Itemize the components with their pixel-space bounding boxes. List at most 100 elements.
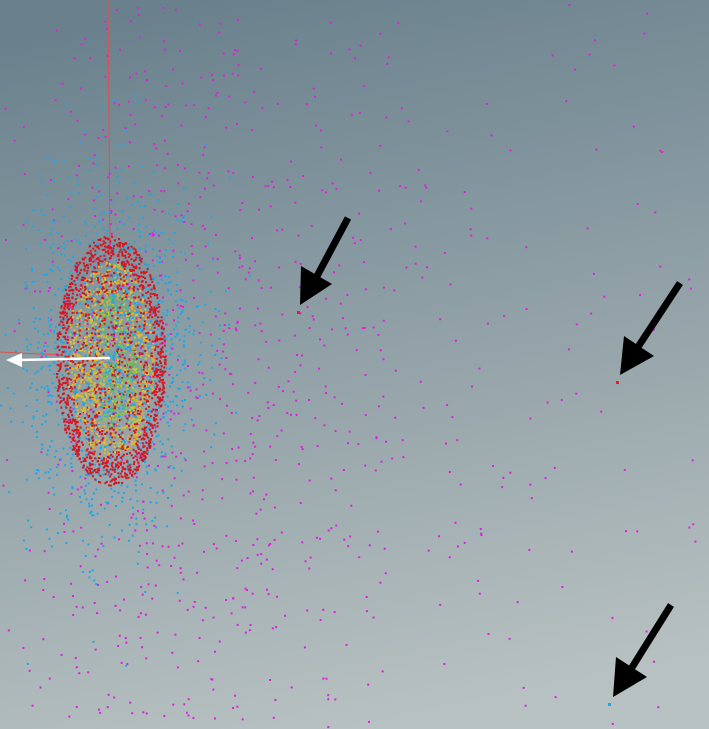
point xyxy=(123,282,126,285)
point xyxy=(136,375,138,378)
point xyxy=(151,387,154,390)
point xyxy=(76,294,79,297)
point xyxy=(142,276,145,278)
point xyxy=(124,260,127,263)
point xyxy=(155,526,158,529)
point xyxy=(108,336,111,339)
point xyxy=(152,408,155,411)
point xyxy=(69,289,72,292)
point xyxy=(71,414,74,417)
point xyxy=(156,164,159,167)
point xyxy=(92,255,95,257)
point xyxy=(140,459,143,462)
point xyxy=(46,345,49,348)
point xyxy=(159,396,162,399)
point xyxy=(91,273,94,276)
point xyxy=(114,281,117,284)
point xyxy=(94,298,96,301)
point xyxy=(214,717,216,720)
point xyxy=(104,292,107,295)
point xyxy=(95,438,98,441)
point xyxy=(133,463,135,466)
point xyxy=(128,395,131,398)
point xyxy=(142,381,145,383)
point xyxy=(121,446,124,448)
point xyxy=(82,367,85,370)
point xyxy=(126,321,129,324)
point xyxy=(267,366,270,369)
point xyxy=(64,355,67,358)
point xyxy=(114,298,116,301)
point xyxy=(148,302,151,305)
point xyxy=(144,613,147,616)
point xyxy=(76,331,79,334)
point xyxy=(237,74,240,77)
point xyxy=(84,409,87,412)
point xyxy=(269,543,272,545)
point xyxy=(165,337,168,340)
point xyxy=(168,281,171,284)
point xyxy=(112,333,115,336)
point xyxy=(133,252,136,255)
point xyxy=(150,288,153,291)
point xyxy=(145,338,148,340)
point xyxy=(139,419,142,422)
point xyxy=(246,589,248,591)
point xyxy=(158,365,160,368)
point xyxy=(358,212,360,215)
point xyxy=(78,384,81,387)
point xyxy=(87,372,90,375)
point xyxy=(391,457,394,460)
point xyxy=(99,441,101,444)
point xyxy=(83,365,86,368)
point xyxy=(224,368,227,371)
point xyxy=(81,343,84,346)
point xyxy=(114,315,117,318)
point xyxy=(59,333,62,336)
point xyxy=(134,357,137,359)
point xyxy=(137,331,140,334)
point xyxy=(188,331,191,334)
point xyxy=(151,375,154,378)
point xyxy=(118,363,121,366)
point xyxy=(125,474,128,477)
point xyxy=(241,265,244,268)
point xyxy=(333,271,335,274)
point xyxy=(251,592,254,595)
point xyxy=(106,369,109,371)
point xyxy=(132,286,135,288)
point xyxy=(251,237,253,240)
point xyxy=(142,500,145,503)
point xyxy=(125,394,128,397)
point xyxy=(99,285,101,288)
point xyxy=(157,323,160,326)
point xyxy=(91,436,94,439)
point xyxy=(95,346,98,349)
point xyxy=(117,481,120,484)
point xyxy=(301,448,304,451)
point xyxy=(289,413,292,416)
point xyxy=(121,378,124,381)
point xyxy=(112,442,115,445)
point xyxy=(96,351,99,354)
point xyxy=(90,364,92,367)
point xyxy=(84,323,87,326)
point xyxy=(146,566,149,569)
point xyxy=(102,368,105,370)
point xyxy=(135,250,138,253)
point xyxy=(137,296,140,299)
point xyxy=(102,461,105,464)
point xyxy=(260,330,263,333)
point xyxy=(76,297,79,300)
point xyxy=(53,373,55,375)
point xyxy=(220,357,223,360)
point xyxy=(80,408,83,411)
point xyxy=(62,386,65,389)
point xyxy=(84,437,87,440)
point xyxy=(132,403,135,406)
point xyxy=(94,259,97,262)
point xyxy=(66,379,69,382)
point xyxy=(79,315,82,318)
point xyxy=(161,388,164,391)
point xyxy=(171,377,174,380)
